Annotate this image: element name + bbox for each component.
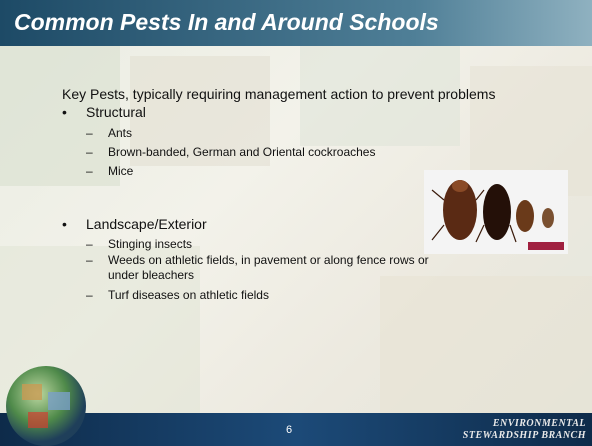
bullet: • (62, 104, 67, 120)
item: Ants (108, 126, 132, 140)
brand-line: ENVIRONMENTAL (493, 418, 586, 429)
section-label: Landscape/Exterior (86, 216, 207, 232)
item: Stinging insects (108, 237, 192, 251)
dash: – (86, 253, 93, 267)
item: Mice (108, 164, 133, 178)
dash: – (86, 288, 93, 302)
globe-logo (4, 362, 88, 446)
item: Weeds on athletic fields, in pavement or… (108, 253, 438, 283)
brand-line: STEWARDSHIP BRANCH (463, 430, 586, 441)
intro-text: Key Pests, typically requiring managemen… (62, 86, 495, 102)
dash: – (86, 126, 93, 140)
cockroach-photo (424, 170, 568, 254)
dash: – (86, 145, 93, 159)
dash: – (86, 237, 93, 251)
item: Brown-banded, German and Oriental cockro… (108, 145, 375, 159)
section-label: Structural (86, 104, 146, 120)
item: Turf diseases on athletic fields (108, 288, 269, 302)
dash: – (86, 164, 93, 178)
slide-title: Common Pests In and Around Schools (14, 9, 439, 36)
slide: Common Pests In and Around Schools Key P… (0, 0, 592, 446)
page-number: 6 (286, 424, 292, 436)
bullet: • (62, 216, 67, 232)
